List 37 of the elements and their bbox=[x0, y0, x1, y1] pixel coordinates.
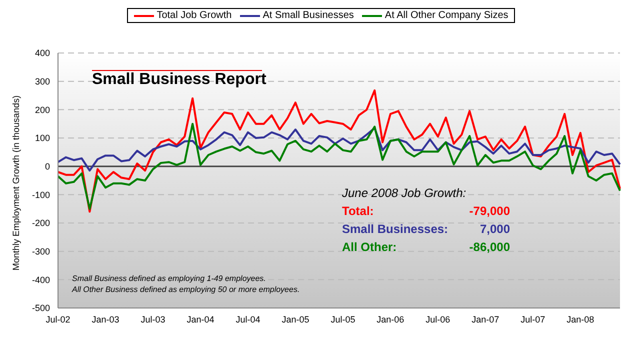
x-tick-label: Jul-02 bbox=[46, 314, 70, 324]
annotation: Small Business defined as employing 1-49 employees. bbox=[72, 274, 266, 283]
annotation: All Other Business defined as employing 50 or more employees. bbox=[72, 285, 300, 294]
y-tick-label: 0 bbox=[44, 162, 50, 172]
x-tick-label: Jan-04 bbox=[186, 314, 214, 324]
annotation: June 2008 Job Growth: bbox=[342, 186, 466, 200]
annotation: 7,000 bbox=[478, 222, 510, 236]
annotation: Small Businesses: bbox=[342, 222, 448, 236]
annotation: All Other: bbox=[342, 240, 397, 254]
x-tick-label: Jan-07 bbox=[472, 314, 500, 324]
y-tick-label: -300 bbox=[32, 246, 50, 257]
x-tick-label: Jan-08 bbox=[566, 314, 594, 324]
y-tick-label: 400 bbox=[34, 48, 50, 58]
y-axis-title: Monthly Employment Growth (in thousands) bbox=[11, 95, 22, 270]
text: Small Business Report bbox=[92, 70, 266, 89]
x-tick-label: Jul-05 bbox=[330, 314, 356, 324]
legend-label: At Small Businesses bbox=[262, 10, 354, 21]
x-tick-label: Jan-06 bbox=[376, 314, 404, 324]
y-tick-label: -500 bbox=[32, 303, 50, 314]
y-tick-label: -200 bbox=[32, 218, 50, 228]
x-tick-label: Jul-03 bbox=[140, 314, 166, 324]
annotation: -86,000 bbox=[468, 240, 510, 254]
x-tick-label: Jan-03 bbox=[92, 314, 120, 324]
y-tick-label: -100 bbox=[32, 190, 50, 200]
legend-label: Total Job Growth bbox=[156, 10, 232, 21]
y-tick-label: 300 bbox=[34, 76, 50, 87]
line-series bbox=[57, 127, 621, 172]
y-tick-label: 100 bbox=[34, 133, 50, 144]
annotation: -79,000 bbox=[468, 204, 510, 218]
x-tick-label: Jul-04 bbox=[236, 314, 260, 324]
x-tick-label: Jul-06 bbox=[426, 314, 450, 324]
y-tick-label: -400 bbox=[32, 274, 50, 285]
annotation: Total: bbox=[342, 204, 374, 218]
legend-label: At All Other Company Sizes bbox=[384, 10, 508, 21]
y-tick-label: 200 bbox=[34, 104, 50, 115]
x-tick-label: Jul-07 bbox=[520, 314, 546, 324]
x-tick-label: Jan-05 bbox=[282, 314, 310, 324]
